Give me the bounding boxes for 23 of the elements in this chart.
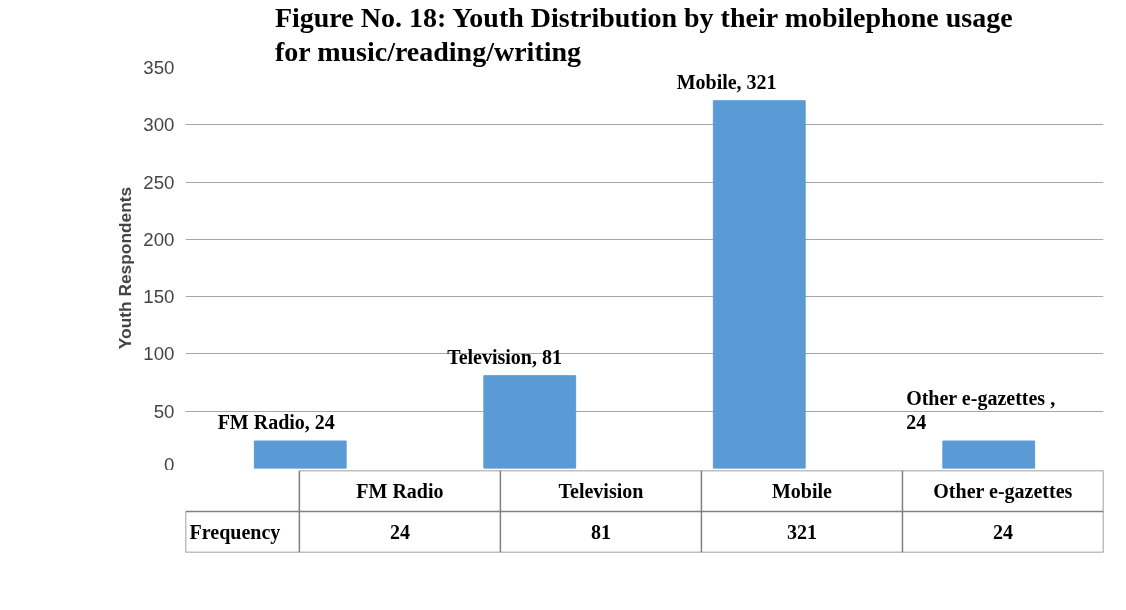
- y-tick-label: 300: [143, 114, 175, 136]
- annotation: FM Radio, 24: [217, 411, 335, 433]
- annotation: Other e-gazettes , 24: [906, 386, 1056, 433]
- data-label: 321: [786, 521, 817, 543]
- data-label: 24: [389, 521, 410, 543]
- y-tick-label: 200: [143, 228, 175, 250]
- y-tick-label: 50: [153, 400, 175, 422]
- x-tick-label: FM Radio: [356, 480, 444, 502]
- annotation: Mobile, 321: [676, 70, 777, 93]
- y-tick-label: 0: [164, 453, 175, 475]
- y-tick-label: 250: [143, 171, 175, 193]
- annotation: Television, 81: [447, 345, 562, 368]
- y-axis-title: Youth Respondents: [115, 186, 136, 350]
- x-tick-label: Television: [558, 480, 644, 502]
- y-tick-label: 350: [143, 57, 175, 78]
- x-tick-label: Mobile: [771, 480, 833, 502]
- x-tick-label: Other e-gazettes: [933, 480, 1073, 503]
- text: Frequency: [189, 521, 281, 544]
- data-label: 81: [590, 521, 611, 543]
- chart-title: Figure No. 18: Youth Distribution by their mobilephone usage for music/reading/writing: [274, 2, 1013, 68]
- y-tick-label: 150: [143, 286, 175, 308]
- data-label: 24: [992, 521, 1013, 543]
- y-tick-label: 100: [143, 343, 175, 365]
